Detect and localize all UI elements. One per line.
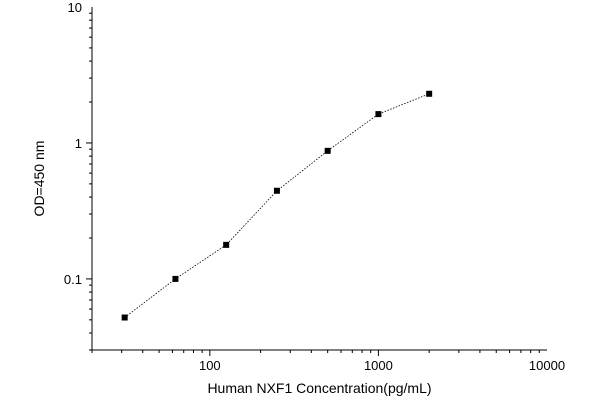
series-layer: [121, 90, 433, 321]
x-tick-label: 100: [199, 358, 221, 373]
data-point: [426, 90, 433, 97]
y-axis-title: OD=450 nm: [31, 141, 47, 217]
x-ticks: 100 1000 10000: [91, 350, 565, 373]
series-line: [124, 93, 430, 318]
x-tick-label: 1000: [364, 358, 393, 373]
y-tick-label: 1: [75, 136, 82, 151]
y-tick-label: 10: [68, 0, 82, 15]
data-point: [223, 241, 230, 248]
data-point: [172, 275, 179, 282]
data-point: [375, 111, 382, 118]
data-point: [121, 314, 128, 321]
x-tick-label: 10000: [529, 358, 565, 373]
axes: [91, 7, 547, 351]
y-tick-label: 0.1: [64, 272, 82, 287]
x-axis-title: Human NXF1 Concentration(pg/mL): [207, 380, 431, 396]
data-point: [324, 147, 331, 154]
data-point: [273, 187, 280, 194]
y-ticks: 0.1 1 10: [64, 0, 92, 351]
